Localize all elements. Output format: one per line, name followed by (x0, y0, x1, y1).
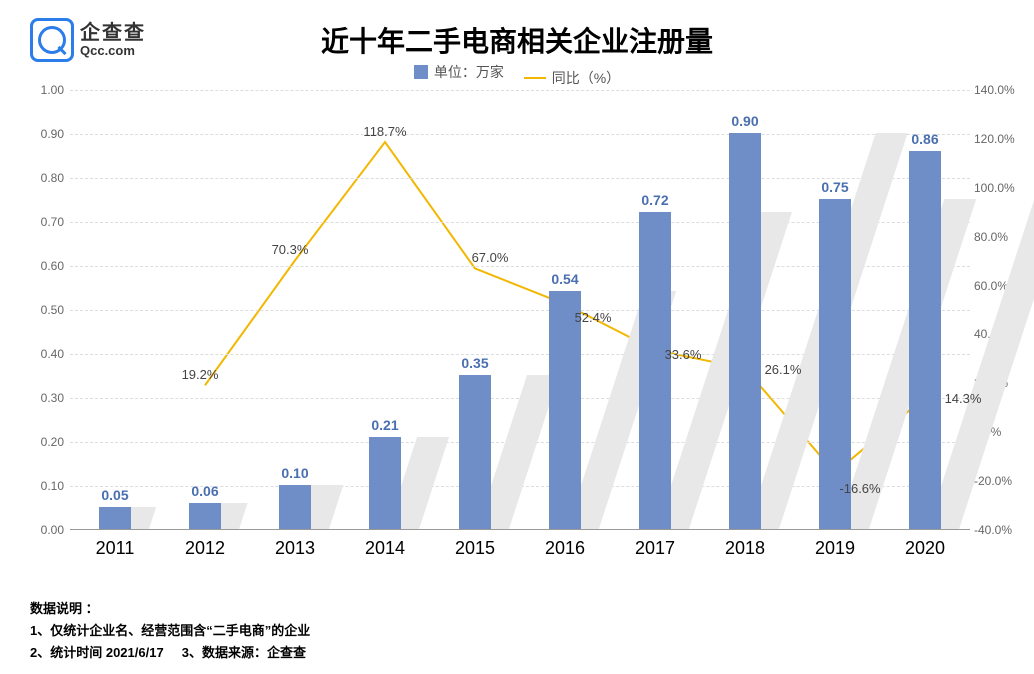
data-notes: 数据说明 ： 1、仅统计企业名、经营范围含“二手电商”的企业 2、统计时间 20… (30, 598, 310, 664)
grid-line (70, 134, 970, 135)
line-value-label: 26.1% (765, 362, 802, 377)
chart-title: 近十年二手电商相关企业注册量 (0, 20, 1034, 60)
legend-line: 同比（%） (524, 68, 620, 88)
y-left-tick: 0.60 (20, 259, 64, 273)
notes-line1: 1、仅统计企业名、经营范围含“二手电商”的企业 (30, 620, 310, 642)
notes-heading: 数据说明 ： (30, 598, 310, 620)
bar-value-label: 0.35 (435, 355, 515, 371)
legend-bar-label: 单位：万家 (434, 62, 504, 82)
x-axis-label: 2020 (905, 538, 945, 559)
bar-value-label: 0.75 (795, 179, 875, 195)
y-left-tick: 0.00 (20, 523, 64, 537)
bar-value-label: 0.54 (525, 271, 605, 287)
x-axis-label: 2016 (545, 538, 585, 559)
y-left-tick: 0.70 (20, 215, 64, 229)
line-value-label: 118.7% (363, 124, 406, 139)
y-left-tick: 0.10 (20, 479, 64, 493)
bar-value-label: 0.21 (345, 417, 425, 433)
x-axis-label: 2013 (275, 538, 315, 559)
line-value-label: 52.4% (575, 310, 612, 325)
chart-legend: 单位：万家 同比（%） (0, 62, 1034, 88)
legend-bar: 单位：万家 (414, 62, 504, 82)
legend-line-label: 同比（%） (552, 68, 620, 88)
x-axis-label: 2018 (725, 538, 765, 559)
y-left-tick: 1.00 (20, 83, 64, 97)
bar (369, 437, 401, 529)
y-left-tick: 0.90 (20, 127, 64, 141)
bar (819, 199, 851, 529)
bar (729, 133, 761, 529)
bar-value-label: 0.72 (615, 192, 695, 208)
bar-value-label: 0.86 (885, 131, 965, 147)
bar (279, 485, 311, 529)
bar (639, 212, 671, 529)
x-axis-label: 2015 (455, 538, 495, 559)
notes-line2b: 3、数据来源：企查查 (182, 645, 306, 660)
y-right-tick: 120.0% (974, 132, 1024, 146)
bar (99, 507, 131, 529)
x-axis-label: 2014 (365, 538, 405, 559)
y-right-tick: -20.0% (974, 474, 1024, 488)
x-axis-label: 2012 (185, 538, 225, 559)
x-axis-label: 2017 (635, 538, 675, 559)
line-value-label: 67.0% (472, 250, 509, 265)
bar (909, 151, 941, 529)
line-value-label: 14.3% (945, 391, 982, 406)
y-left-tick: 0.40 (20, 347, 64, 361)
bar (549, 291, 581, 529)
grid-line (70, 90, 970, 91)
y-right-tick: 80.0% (974, 230, 1024, 244)
y-right-tick: -40.0% (974, 523, 1024, 537)
chart-area: 0.000.100.200.300.400.500.600.700.800.90… (70, 90, 970, 565)
line-value-label: 33.6% (665, 347, 702, 362)
line-value-label: 19.2% (182, 367, 219, 382)
y-right-tick: 140.0% (974, 83, 1024, 97)
line-value-label: -16.6% (839, 481, 880, 496)
bar-value-label: 0.10 (255, 465, 335, 481)
y-left-tick: 0.30 (20, 391, 64, 405)
bar-value-label: 0.05 (75, 487, 155, 503)
x-axis-label: 2011 (96, 538, 135, 559)
bar (459, 375, 491, 529)
y-right-tick: 100.0% (974, 181, 1024, 195)
y-left-tick: 0.20 (20, 435, 64, 449)
y-left-tick: 0.80 (20, 171, 64, 185)
bar-value-label: 0.90 (705, 113, 785, 129)
line-value-label: 70.3% (272, 242, 309, 257)
bar (189, 503, 221, 529)
y-left-tick: 0.50 (20, 303, 64, 317)
bar-value-label: 0.06 (165, 483, 245, 499)
notes-line2a: 2、统计时间 2021/6/17 (30, 645, 164, 660)
plot-area: 0.000.100.200.300.400.500.600.700.800.90… (70, 90, 970, 530)
x-axis-label: 2019 (815, 538, 855, 559)
